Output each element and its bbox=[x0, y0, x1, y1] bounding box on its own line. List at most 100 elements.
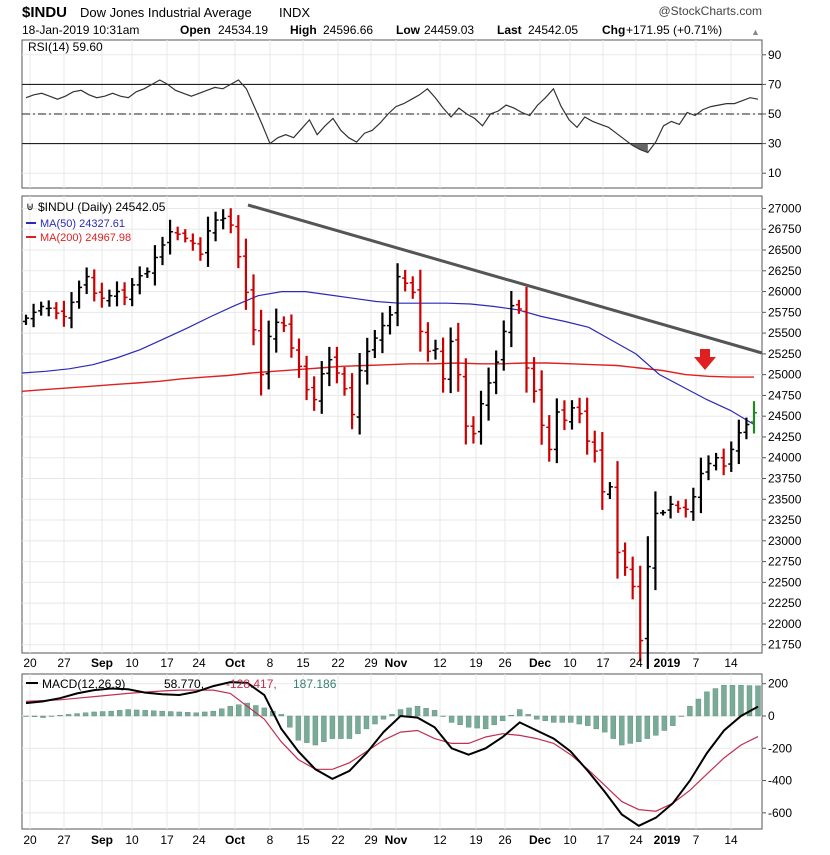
price-ytick-label-2: 26500 bbox=[768, 243, 802, 257]
price-legend-label: $INDU (Daily) 24542.05 bbox=[38, 200, 166, 214]
x-axis-upper-tick-label-10: 29 bbox=[364, 656, 378, 670]
price-bar-0 bbox=[23, 314, 29, 325]
price-bar-39 bbox=[318, 361, 325, 414]
macd-legend-label: MACD(12,26,9) bbox=[42, 677, 125, 691]
price-bar-8 bbox=[83, 267, 90, 295]
macd-hist-bar-75 bbox=[661, 715, 668, 731]
ma50-legend-label: MA(50) 24327.61 bbox=[40, 218, 125, 230]
macd-hist-bar-8 bbox=[91, 711, 97, 717]
price-bar-57 bbox=[455, 322, 462, 392]
price-ytick-label-8: 25000 bbox=[768, 368, 802, 382]
macd-hist-bar-45 bbox=[406, 707, 412, 717]
macd-hist-bar-24 bbox=[227, 706, 233, 717]
x-axis-lower-tick-label-15: Dec bbox=[529, 833, 551, 847]
price-bar-85 bbox=[667, 495, 674, 519]
header-name: Dow Jones Industrial Average bbox=[80, 5, 252, 20]
x-axis-lower-tick-label-1: 27 bbox=[57, 833, 71, 847]
macd-hist-bar-39 bbox=[355, 715, 361, 734]
price-y-axis-ticks: 27000 26750 26500 26250 26000 25750 25500 25250… bbox=[762, 201, 802, 652]
price-bar-61 bbox=[485, 367, 492, 421]
macd-y-axis-ticks: 200 0 -200 -400 -600 bbox=[762, 677, 792, 820]
price-bar-29 bbox=[242, 238, 249, 310]
x-axis-upper-tick-label-7: 8 bbox=[267, 656, 274, 670]
macd-hist-bar-6 bbox=[74, 713, 80, 717]
ma50-line bbox=[21, 291, 755, 426]
header-date: 18-Jan-2019 10:31am bbox=[22, 23, 139, 37]
macd-hist-bar-4 bbox=[57, 714, 63, 717]
price-bar-55 bbox=[440, 337, 447, 393]
price-ytick-label-4: 26000 bbox=[768, 285, 802, 299]
macd-hist-bar-18 bbox=[176, 711, 182, 717]
price-bar-93 bbox=[728, 441, 735, 472]
header-brand: @StockCharts.com bbox=[658, 4, 762, 18]
rsi-ytick-label-3: 30 bbox=[768, 137, 782, 151]
price-ytick-label-9: 24750 bbox=[768, 388, 802, 402]
price-bar-41 bbox=[333, 346, 340, 384]
price-bar-75 bbox=[591, 430, 598, 463]
macd-hist-bar-28 bbox=[261, 707, 268, 717]
price-bar-35 bbox=[288, 314, 295, 358]
x-axis-lower-tick-label-18: 24 bbox=[629, 833, 643, 847]
price-bar-65 bbox=[515, 299, 522, 314]
price-ytick-label-17: 22750 bbox=[768, 555, 802, 569]
x-axis-lower-tick-label-16: 10 bbox=[563, 833, 577, 847]
macd-hist-bar-16 bbox=[159, 710, 165, 717]
header-chg-value: +171.95 (+0.71%) bbox=[626, 23, 722, 37]
price-ytick-label-18: 22500 bbox=[768, 575, 802, 589]
chart-header: $INDU Dow Jones Industrial Average INDX … bbox=[22, 4, 762, 37]
x-axis-upper-tick-label-0: 20 bbox=[23, 656, 37, 670]
x-axis-lower-tick-label-2: Sep bbox=[91, 833, 113, 847]
price-bar-90 bbox=[705, 455, 712, 481]
macd-hist-bar-7 bbox=[82, 712, 89, 717]
x-axis-upper-tick-label-8: 15 bbox=[296, 656, 310, 670]
rsi-ytick-label-4: 10 bbox=[768, 166, 782, 180]
macd-hist-bar-25 bbox=[236, 704, 242, 717]
price-bar-60 bbox=[478, 390, 484, 445]
x-axis-upper-tick-label-13: 19 bbox=[469, 656, 483, 670]
price-bar-66 bbox=[523, 286, 530, 393]
macd-hist-bar-46 bbox=[414, 706, 421, 717]
price-bar-4 bbox=[53, 302, 60, 320]
macd-hist-bar-69 bbox=[610, 715, 617, 739]
price-bar-49 bbox=[394, 263, 401, 327]
macd-hist-bar-68 bbox=[602, 715, 608, 733]
macd-ytick-label-2: -200 bbox=[768, 741, 792, 755]
macd-histogram bbox=[23, 685, 761, 746]
macd-hist-bar-30 bbox=[278, 714, 285, 717]
macd-hist-bar-3 bbox=[48, 715, 55, 717]
price-bar-12 bbox=[114, 281, 120, 307]
price-bar-70 bbox=[553, 398, 560, 464]
price-bar-77 bbox=[606, 482, 613, 500]
price-bar-56 bbox=[447, 327, 454, 394]
x-axis-lower-tick-label-10: 29 bbox=[364, 833, 378, 847]
price-bar-92 bbox=[720, 448, 727, 476]
x-axis-upper-tick-label-18: 24 bbox=[629, 656, 643, 670]
macd-hist-bar-38 bbox=[346, 715, 353, 739]
rsi-ytick-label-1: 70 bbox=[768, 77, 782, 91]
price-ytick-label-6: 25500 bbox=[768, 326, 802, 340]
macd-hist-bar-80 bbox=[704, 691, 710, 717]
price-bar-62 bbox=[493, 350, 500, 395]
macd-hist-bar-67 bbox=[593, 715, 599, 730]
macd-hist-bar-1 bbox=[31, 715, 38, 717]
macd-hist-bar-56 bbox=[499, 715, 506, 722]
macd-hist-bar-71 bbox=[627, 715, 634, 744]
price-bar-15 bbox=[136, 266, 143, 295]
macd-hist-bar-58 bbox=[516, 709, 523, 717]
x-axis-upper-tick-label-5: 24 bbox=[192, 656, 206, 670]
price-bar-23 bbox=[197, 237, 204, 261]
x-axis-upper-tick-label-15: Dec bbox=[529, 656, 551, 670]
rsi-zone-fill bbox=[632, 143, 648, 153]
macd-hist-bar-20 bbox=[193, 712, 199, 717]
x-axis-lower-tick-label-17: 17 bbox=[596, 833, 610, 847]
price-bar-30 bbox=[250, 274, 257, 346]
price-bar-1 bbox=[30, 303, 37, 328]
price-bar-42 bbox=[341, 367, 348, 396]
x-axis-upper-tick-label-9: 22 bbox=[331, 656, 345, 670]
macd-hist-bar-35 bbox=[321, 715, 327, 743]
x-axis-lower-tick-label-13: 19 bbox=[469, 833, 483, 847]
price-bar-50 bbox=[402, 269, 409, 292]
macd-hist-bar-26 bbox=[244, 702, 251, 717]
header-last-value: 24542.05 bbox=[528, 23, 578, 37]
price-bar-87 bbox=[682, 499, 689, 518]
